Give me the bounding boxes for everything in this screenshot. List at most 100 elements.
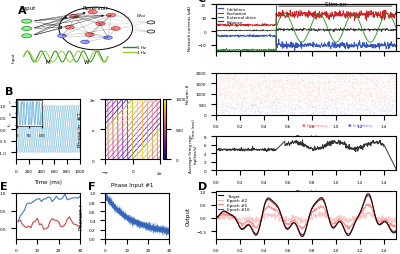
- Point: [356, 83, 363, 87]
- Point: [344, 108, 351, 112]
- Point: [324, 72, 331, 76]
- Point: [348, 78, 355, 82]
- Point: [229, 78, 236, 82]
- Point: [381, 101, 387, 105]
- Point: [298, 91, 304, 95]
- Point: [271, 72, 277, 76]
- Point: [286, 113, 293, 117]
- Point: [230, 79, 236, 83]
- Point: [306, 113, 312, 117]
- Point: [336, 102, 343, 106]
- Point: [246, 82, 252, 86]
- Point: [390, 112, 397, 116]
- Point: [280, 106, 286, 110]
- Point: [255, 105, 261, 109]
- Point: [370, 83, 376, 87]
- Point: [344, 99, 350, 103]
- Point: [285, 96, 291, 100]
- Point: [269, 102, 276, 106]
- Text: Input: Input: [12, 52, 16, 62]
- Point: [314, 84, 320, 88]
- Point: [225, 74, 231, 78]
- Point: [354, 97, 361, 101]
- Point: [234, 74, 240, 78]
- Point: [287, 76, 294, 80]
- Point: [217, 93, 224, 98]
- Point: [301, 82, 307, 86]
- Point: [386, 76, 392, 81]
- Point: [259, 110, 266, 114]
- Point: [360, 103, 366, 107]
- Point: [312, 110, 318, 114]
- Point: [288, 86, 295, 90]
- Point: [230, 75, 237, 79]
- Point: [350, 81, 357, 85]
- Point: [270, 97, 277, 101]
- Point: [219, 78, 226, 82]
- Point: [287, 94, 294, 98]
- Point: [242, 76, 249, 80]
- Point: [323, 95, 329, 99]
- Point: [347, 91, 354, 95]
- Point: [260, 74, 267, 78]
- Point: [236, 86, 242, 90]
- Point: [272, 93, 278, 97]
- Point: [348, 95, 354, 99]
- Point: [232, 103, 239, 107]
- Point: [354, 72, 360, 76]
- Point: [220, 107, 227, 112]
- Point: [321, 109, 327, 113]
- Point: [280, 74, 287, 78]
- Point: [342, 80, 349, 84]
- Point: [268, 106, 274, 110]
- Point: [390, 92, 396, 96]
- Point: [265, 107, 272, 112]
- Y-axis label: Average firing rate
(spikes/s): Average firing rate (spikes/s): [190, 134, 198, 173]
- Point: [256, 85, 262, 89]
- Point: [336, 109, 343, 113]
- Point: [368, 95, 375, 99]
- Point: [308, 112, 315, 116]
- Point: [251, 92, 258, 97]
- Point: [283, 78, 290, 82]
- Point: [319, 90, 325, 94]
- Point: [267, 73, 274, 77]
- Point: [260, 94, 267, 99]
- Point: [271, 92, 278, 96]
- Point: [258, 108, 265, 112]
- Point: [344, 99, 350, 103]
- Point: [259, 92, 266, 96]
- Point: [386, 97, 393, 101]
- Point: [373, 79, 379, 83]
- Point: [250, 102, 256, 106]
- Point: [286, 73, 293, 77]
- Point: [257, 100, 264, 104]
- Point: [370, 103, 376, 107]
- Point: [316, 86, 322, 90]
- Point: [218, 113, 224, 117]
- Point: [370, 85, 376, 89]
- Point: [324, 106, 330, 110]
- Point: [242, 85, 248, 89]
- Point: [305, 85, 312, 89]
- Point: [244, 78, 251, 82]
- Point: [314, 94, 321, 98]
- Point: [242, 104, 248, 108]
- Point: [362, 97, 368, 101]
- Point: [339, 90, 346, 94]
- Text: W: W: [84, 59, 89, 64]
- Point: [380, 85, 386, 89]
- Point: [249, 88, 256, 92]
- Point: [254, 109, 260, 113]
- Point: [304, 99, 310, 103]
- Point: [222, 87, 229, 91]
- Point: [257, 111, 263, 115]
- Point: [344, 85, 350, 89]
- Point: [319, 104, 325, 108]
- Point: [371, 88, 378, 92]
- Point: [368, 93, 374, 97]
- Point: [251, 98, 257, 102]
- Point: [271, 102, 278, 106]
- Point: [271, 102, 278, 106]
- Point: [291, 74, 298, 78]
